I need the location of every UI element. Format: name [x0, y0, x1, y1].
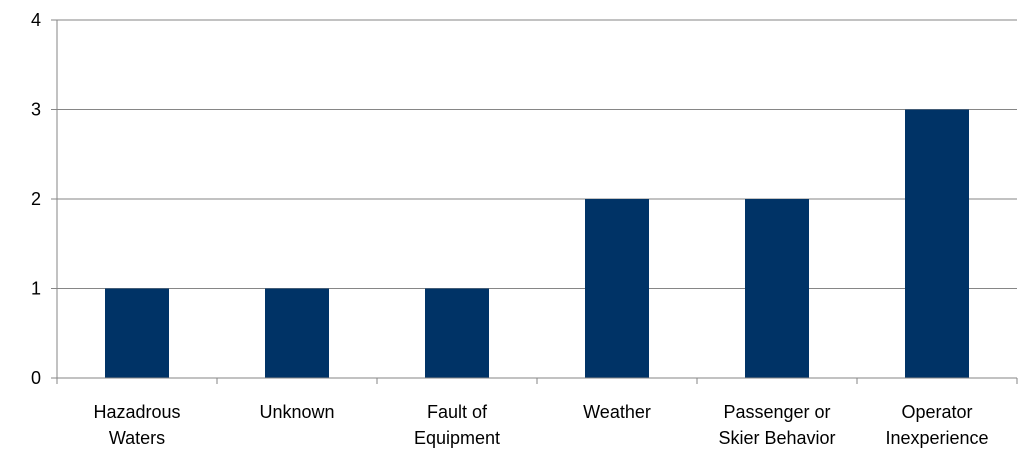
x-category-label-line: Fault of: [427, 402, 488, 422]
bar: [265, 288, 329, 378]
x-category-label: Unknown: [259, 402, 334, 422]
bar: [105, 288, 169, 378]
bar: [585, 199, 649, 378]
x-category-label: Operator Inexperience: [885, 402, 988, 448]
bar: [425, 288, 489, 378]
x-category-label-line: Waters: [109, 428, 165, 448]
bar: [745, 199, 809, 378]
y-tick-label: 1: [31, 279, 41, 299]
y-tick-label: 0: [31, 368, 41, 388]
x-category-label-line: Unknown: [259, 402, 334, 422]
x-category-label-line: Equipment: [414, 428, 500, 448]
axes: [51, 19, 1018, 384]
x-category-label-line: Skier Behavior: [718, 428, 835, 448]
x-category-label: Weather: [583, 402, 651, 422]
x-category-label-line: Weather: [583, 402, 651, 422]
x-category-label-line: Inexperience: [885, 428, 988, 448]
y-tick-label: 4: [31, 10, 41, 30]
y-tick-label: 2: [31, 189, 41, 209]
y-tick-label: 3: [31, 100, 41, 120]
gridlines: [57, 19, 1017, 289]
x-category-label-line: Operator: [901, 402, 972, 422]
x-category-label-line: Passenger or: [723, 402, 830, 422]
bar: [905, 109, 969, 378]
x-category-label: Fault of Equipment: [414, 402, 500, 448]
x-category-label: Passenger or Skier Behavior: [718, 402, 835, 448]
x-category-label: Hazadrous Waters: [93, 402, 180, 448]
bars: [105, 109, 969, 378]
x-category-label-line: Hazadrous: [93, 402, 180, 422]
labels: 0 1 2 3 4 Hazadrous Waters Unknown Fault of Equip…: [31, 10, 989, 448]
